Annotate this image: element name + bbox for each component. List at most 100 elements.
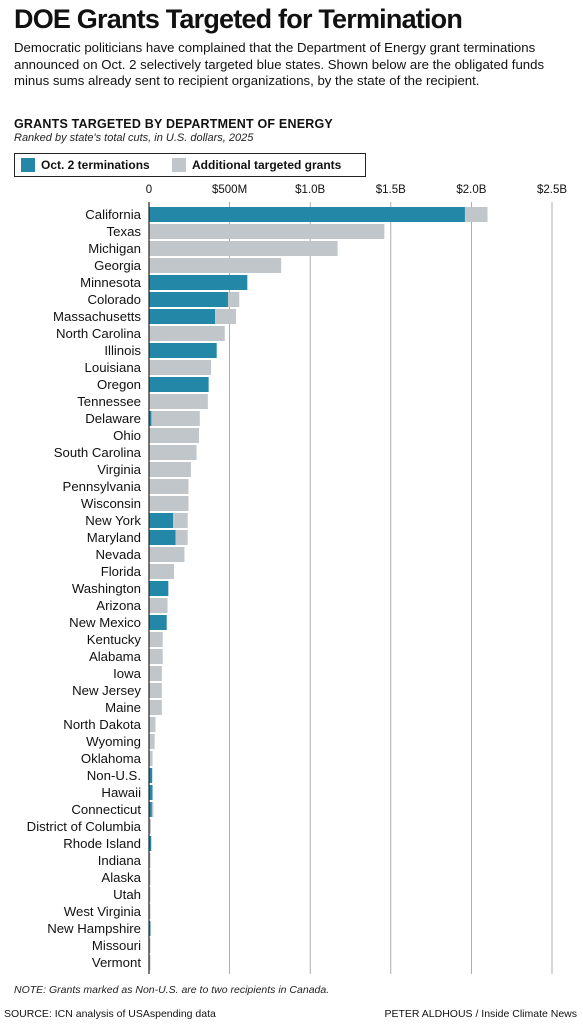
bar-additional	[149, 819, 151, 834]
bar-additional	[149, 445, 197, 460]
bar-additional	[149, 853, 151, 868]
legend-item-additional: Additional targeted grants	[172, 158, 341, 172]
y-category-label: North Dakota	[63, 717, 141, 732]
bar-oct2	[149, 921, 151, 936]
y-category-label: Maine	[105, 700, 141, 715]
x-tick-label: $1.5B	[376, 184, 406, 196]
bar-additional	[149, 564, 174, 579]
y-category-label: Kentucky	[87, 632, 142, 647]
y-category-label: Vermont	[92, 955, 141, 970]
y-category-label: Florida	[101, 564, 142, 579]
bar-additional	[149, 479, 189, 494]
y-category-label: Minnesota	[80, 275, 142, 290]
bar-additional	[149, 241, 338, 256]
y-category-label: Washington	[72, 581, 141, 596]
bar-additional	[149, 955, 151, 970]
bar-additional	[149, 547, 185, 562]
bar-chart: 0 $500M $1.0B $1.5B $2.0B $2.5B California Texa…	[27, 184, 567, 974]
bar-additional	[149, 734, 155, 749]
y-category-label: Massachusetts	[53, 309, 141, 324]
y-category-label: Tennessee	[77, 394, 141, 409]
bar-additional	[149, 904, 151, 919]
legend-swatch-oct2	[21, 158, 35, 172]
y-category-label: South Carolina	[54, 445, 142, 460]
y-category-label: Hawaii	[101, 785, 141, 800]
credit-line: PETER ALDHOUS / Inside Climate News	[384, 1008, 577, 1020]
y-category-label: Delaware	[85, 411, 141, 426]
bar-additional	[149, 751, 153, 766]
y-category-label: Colorado	[87, 292, 141, 307]
y-category-label: Alabama	[89, 649, 142, 664]
y-category-label: North Carolina	[56, 326, 142, 341]
bar-additional	[149, 258, 282, 273]
bar-additional	[149, 632, 163, 647]
y-category-label: Missouri	[92, 938, 141, 953]
bar-additional	[151, 411, 200, 426]
y-category-label: Ohio	[113, 428, 141, 443]
y-category-label: California	[85, 207, 141, 222]
bar-additional	[149, 938, 151, 953]
y-category-label: District of Columbia	[27, 819, 142, 834]
bar-oct2	[149, 309, 216, 324]
y-category-label: Indiana	[98, 853, 142, 868]
y-category-label: New York	[85, 513, 141, 528]
bar-additional	[149, 717, 156, 732]
y-category-label: Maryland	[87, 530, 141, 545]
y-category-label: Wisconsin	[81, 496, 141, 511]
bar-oct2	[149, 207, 465, 222]
y-category-label: Iowa	[113, 666, 142, 681]
legend: Oct. 2 terminations Additional targeted …	[14, 153, 366, 177]
bar-additional	[149, 394, 208, 409]
y-category-label: Alaska	[101, 870, 141, 885]
bar-oct2	[149, 581, 169, 596]
bar-additional	[173, 513, 188, 528]
x-tick-label: $2.5B	[537, 184, 567, 196]
bar-additional	[227, 292, 240, 307]
y-category-label: Wyoming	[86, 734, 141, 749]
bar-additional	[149, 326, 225, 341]
y-category-label: Pennsylvania	[63, 479, 142, 494]
bar-oct2	[149, 802, 152, 817]
bar-additional	[149, 683, 162, 698]
x-tick-label: 0	[146, 184, 152, 196]
y-category-label: New Jersey	[72, 683, 141, 698]
bar-oct2	[149, 530, 176, 545]
y-category-label: Non-U.S.	[87, 768, 141, 783]
bar-additional	[149, 649, 163, 664]
bar-additional	[149, 887, 151, 902]
bar-oct2	[149, 768, 153, 783]
bar-oct2	[149, 785, 153, 800]
y-category-label: Arizona	[96, 598, 141, 613]
x-tick-label: $500M	[212, 184, 247, 196]
chart-title: DOE Grants Targeted for Termination	[14, 4, 463, 34]
bar-additional	[464, 207, 488, 222]
x-tick-label: $1.0B	[295, 184, 325, 196]
y-category-label: Nevada	[96, 547, 142, 562]
chart-subtitle: Ranked by state's total cuts, in U.S. do…	[14, 132, 254, 144]
y-category-label: Oregon	[97, 377, 141, 392]
bar-oct2	[149, 411, 152, 426]
bar-oct2	[149, 377, 209, 392]
bar-additional	[149, 598, 168, 613]
bar-oct2	[149, 513, 174, 528]
chart-heading: GRANTS TARGETED BY DEPARTMENT OF ENERGY	[14, 117, 333, 131]
bar-additional	[149, 700, 162, 715]
bar-additional	[149, 462, 191, 477]
bar-additional	[175, 530, 188, 545]
bar-additional	[215, 309, 237, 324]
y-category-label: Illinois	[104, 343, 141, 358]
source-line: SOURCE: ICN analysis of USAspending data	[4, 1008, 216, 1020]
y-category-label: Georgia	[94, 258, 142, 273]
legend-label-oct2: Oct. 2 terminations	[41, 158, 150, 172]
legend-swatch-additional	[172, 158, 186, 172]
x-tick-label: $2.0B	[456, 184, 486, 196]
y-category-label: West Virginia	[64, 904, 142, 919]
y-category-label: New Mexico	[69, 615, 141, 630]
bar-additional	[149, 360, 212, 375]
legend-label-additional: Additional targeted grants	[192, 158, 342, 172]
y-category-label: Louisiana	[85, 360, 142, 375]
y-category-label: Connecticut	[71, 802, 141, 817]
chart-intro: Democratic politicians have complained t…	[14, 40, 545, 88]
chart-note: NOTE: Grants marked as Non-U.S. are to t…	[14, 984, 330, 996]
bar-oct2	[149, 292, 228, 307]
